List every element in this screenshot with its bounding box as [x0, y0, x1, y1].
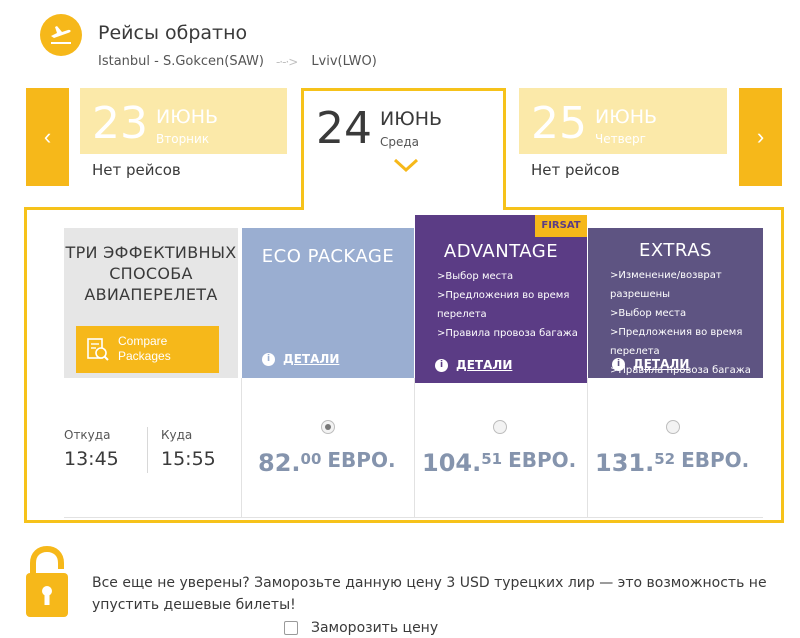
date-month: ИЮНЬ — [380, 108, 443, 130]
details-label: ДЕТАЛИ — [283, 352, 340, 366]
arrival-block: Куда 15:55 — [161, 428, 216, 470]
freeze-price-label[interactable]: Заморозить цену — [311, 620, 439, 636]
prev-date-button[interactable]: ‹ — [26, 88, 69, 186]
info-icon: i — [262, 352, 275, 366]
time-divider — [147, 427, 148, 473]
date-card-25[interactable]: 25 ИЮНЬ Четверг Нет рейсов — [519, 88, 727, 186]
price-cents: 52 — [654, 450, 676, 468]
packages-info-title: ТРИ ЭФФЕКТИВНЫХ СПОСОБА АВИАПЕРЕЛЕТА — [65, 243, 237, 304]
feature-item: >Изменение/возврат разрешены — [610, 270, 722, 300]
column-divider — [587, 378, 588, 518]
package-advantage-header[interactable]: FIRSAT ADVANTAGE >Выбор места >Предложен… — [415, 215, 587, 383]
advantage-price: 104. 51 ЕВРО. — [422, 446, 576, 480]
departure-block: Откуда 13:45 — [64, 428, 119, 470]
price-cents: 00 — [300, 450, 322, 468]
date-day: 25 — [531, 98, 587, 149]
route-to: Lviv(LWO) — [311, 54, 377, 69]
freeze-price-option[interactable]: Заморозить цену — [284, 620, 438, 636]
price-currency: ЕВРО. — [681, 448, 750, 472]
column-divider — [414, 378, 415, 518]
compare-document-icon — [87, 338, 109, 361]
package-eco-header[interactable]: ECO PACKAGE i ДЕТАЛИ — [242, 228, 414, 378]
date-month: ИЮНЬ — [595, 106, 658, 128]
price-currency: ЕВРО. — [508, 448, 577, 472]
packages-info: ТРИ ЭФФЕКТИВНЫХ СПОСОБА АВИАПЕРЕЛЕТА Com… — [64, 228, 238, 378]
package-features: >Изменение/возврат разрешены >Выбор мест… — [610, 266, 757, 380]
price-main: 104. — [422, 449, 482, 477]
arrival-time: 15:55 — [161, 448, 216, 470]
feature-item: >Выбор места — [610, 308, 687, 319]
plane-landing-icon — [40, 14, 82, 56]
compare-packages-button[interactable]: Compare Packages — [76, 326, 219, 373]
date-weekday: Вторник — [156, 132, 210, 146]
eco-details-link[interactable]: i ДЕТАЛИ — [262, 352, 339, 366]
compare-label: Compare Packages — [118, 334, 171, 364]
date-weekday: Четверг — [595, 132, 646, 146]
table-bottom-line — [64, 517, 763, 518]
eco-price: 82. 00 ЕВРО. — [258, 446, 396, 480]
date-status: Нет рейсов — [80, 154, 287, 186]
eco-radio[interactable] — [321, 420, 335, 434]
compare-label-line2: Packages — [118, 349, 171, 363]
info-icon: i — [435, 358, 448, 372]
price-cents: 51 — [481, 450, 503, 468]
date-month: ИЮНЬ — [156, 106, 219, 128]
extras-price: 131. 52 ЕВРО. — [595, 446, 749, 480]
advantage-details-link[interactable]: i ДЕТАЛИ — [435, 358, 512, 372]
package-name: EXTRAS — [639, 240, 712, 261]
package-features: >Выбор места >Предложения во время перел… — [437, 267, 581, 343]
price-main: 82. — [258, 449, 301, 477]
package-extras-header[interactable]: EXTRAS >Изменение/возврат разрешены >Выб… — [588, 228, 763, 378]
info-icon: i — [612, 357, 625, 371]
firsat-badge: FIRSAT — [535, 215, 587, 237]
details-label: ДЕТАЛИ — [633, 357, 690, 371]
extras-radio[interactable] — [666, 420, 680, 434]
feature-item: >Правила провоза багажа — [437, 328, 578, 339]
feature-item: >Правила провоза багажа — [610, 365, 751, 376]
package-name: ADVANTAGE — [443, 241, 559, 262]
compare-label-line1: Compare — [118, 334, 168, 348]
chevron-down-icon — [393, 158, 419, 173]
next-date-button[interactable]: › — [739, 88, 782, 186]
advantage-radio[interactable] — [493, 420, 507, 434]
feature-item: >Предложения во время перелета — [610, 327, 743, 357]
feature-item: >Выбор места — [437, 271, 514, 282]
date-status: Нет рейсов — [519, 154, 727, 186]
date-day: 23 — [92, 98, 148, 149]
date-card-24-selected[interactable]: 24 ИЮНЬ Среда — [301, 88, 506, 210]
date-card-23[interactable]: 23 ИЮНЬ Вторник Нет рейсов — [80, 88, 287, 186]
feature-item: >Предложения во время перелета — [437, 290, 570, 320]
arrival-label: Куда — [161, 428, 193, 442]
page-title: Рейсы обратно — [98, 22, 248, 44]
departure-label: Откуда — [64, 428, 111, 442]
extras-details-link[interactable]: i ДЕТАЛИ — [612, 357, 689, 371]
details-label: ДЕТАЛИ — [456, 358, 513, 372]
departure-time: 13:45 — [64, 448, 119, 470]
freeze-price-checkbox[interactable] — [284, 621, 298, 635]
freeze-price-text: Все еще не уверены? Заморозьте данную це… — [92, 575, 767, 613]
lock-icon — [26, 545, 68, 617]
package-name: ECO PACKAGE — [261, 246, 395, 267]
date-weekday: Среда — [380, 135, 420, 149]
price-currency: ЕВРО. — [327, 448, 396, 472]
price-main: 131. — [595, 449, 655, 477]
column-divider — [241, 378, 242, 518]
route-arrow-icon: -·-·> — [275, 54, 298, 69]
route-info: Istanbul - S.Gokcen(SAW) -·-·> Lviv(LWO) — [98, 54, 377, 69]
route-from: Istanbul - S.Gokcen(SAW) — [98, 54, 264, 69]
date-day: 24 — [316, 103, 372, 154]
